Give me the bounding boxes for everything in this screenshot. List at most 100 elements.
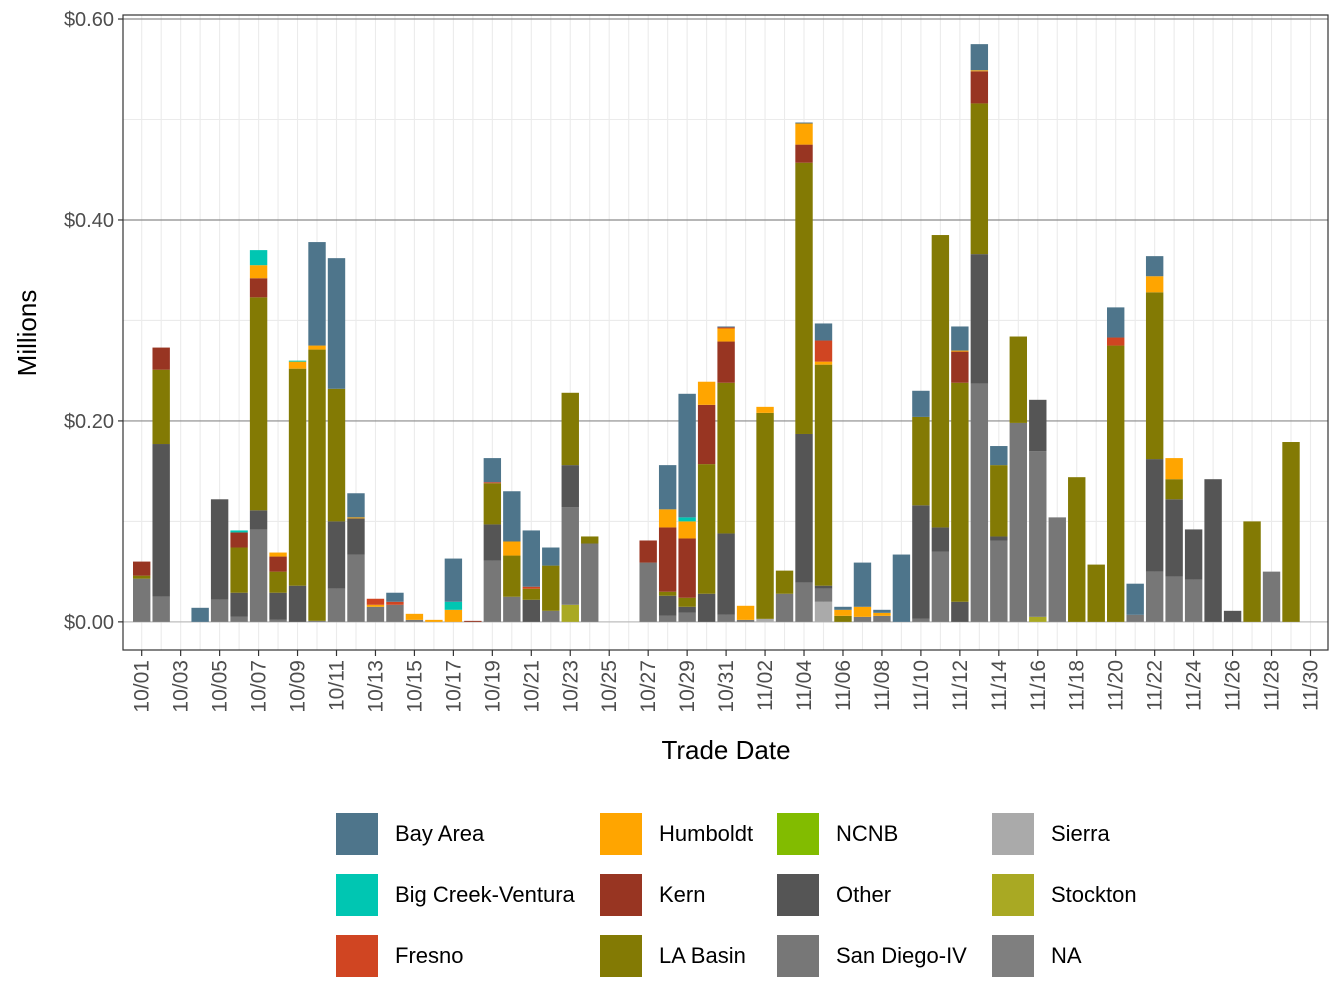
legend-label: Sierra (1051, 821, 1110, 846)
bar-10-18 (464, 620, 482, 622)
bar-segment-san-diego-iv (542, 610, 560, 622)
legend-item-other: Other (777, 874, 891, 916)
bar-11-22 (1145, 256, 1164, 622)
bar-segment-la-basin (133, 575, 151, 579)
bar-segment-san-diego-iv (853, 616, 872, 622)
bar-10-21 (522, 530, 540, 622)
bar-segment-kern (269, 556, 287, 572)
bar-segment-kern (133, 561, 151, 576)
legend-item-san-diego-iv: San Diego-IV (777, 935, 967, 977)
bar-11-26 (1223, 610, 1242, 622)
bar-segment-kern (678, 538, 696, 598)
bar-segment-other (1145, 459, 1164, 572)
bar-segment-la-basin (1243, 521, 1261, 622)
x-tick-label: 11/24 (1183, 660, 1206, 711)
x-tick-label: 11/10 (910, 660, 933, 711)
bar-segment-stockton (561, 604, 579, 622)
legend-item-ncnb: NCNB (777, 813, 898, 855)
bar-11-14 (990, 446, 1008, 622)
bars (133, 44, 1300, 622)
bar-segment-san-diego-iv (269, 619, 287, 622)
bar-segment-humboldt (814, 361, 833, 365)
bar-segment-kern (639, 540, 657, 563)
bar-segment-bay-area (990, 446, 1008, 466)
bar-segment-san-diego-iv (639, 562, 657, 622)
bar-segment-bay-area (191, 607, 209, 622)
bar-segment-big-creek-ventura (678, 517, 696, 522)
bar-10-11 (327, 258, 346, 622)
bar-segment-san-diego-iv (658, 615, 677, 622)
bar-segment-bay-area (386, 592, 404, 602)
legend-item-bay-area: Bay Area (336, 813, 484, 855)
bar-segment-san-diego-iv (581, 543, 599, 622)
legend-label: LA Basin (659, 943, 746, 968)
bar-10-27 (639, 540, 657, 622)
x-tick-label: 10/19 (481, 660, 504, 713)
bar-segment-humboldt (288, 361, 307, 369)
legend-swatch (336, 935, 378, 977)
bar-segment-other (249, 510, 268, 530)
x-tick-label: 10/09 (287, 660, 310, 713)
bar-11-11 (931, 235, 950, 622)
legend-swatch (992, 874, 1034, 916)
legend-label: Kern (659, 882, 706, 907)
y-tick-label: $0.40 (64, 210, 114, 232)
x-tick-label: 10/01 (131, 660, 154, 713)
legend-label: NA (1051, 943, 1082, 968)
bar-segment-humboldt (951, 350, 969, 352)
bar-segment-la-basin (717, 382, 735, 534)
bar-11-04 (795, 122, 813, 622)
bar-segment-la-basin (483, 483, 502, 525)
bar-segment-la-basin (795, 162, 813, 434)
bar-segment-big-creek-ventura (249, 250, 268, 266)
x-tick-label: 11/14 (988, 660, 1011, 711)
bar-segment-kern (970, 71, 989, 104)
bar-segment-bay-area (853, 562, 872, 607)
bar-segment-san-diego-iv (931, 551, 950, 622)
bar-segment-humboldt (658, 509, 677, 528)
bar-segment-kern (795, 144, 813, 163)
bar-segment-humboldt (717, 328, 735, 342)
bar-11-29 (1282, 442, 1300, 622)
legend-item-na: NA (992, 935, 1082, 977)
bar-segment-kern (230, 532, 248, 548)
bar-segment-bay-area (678, 393, 696, 518)
x-tick-label: 11/18 (1066, 660, 1089, 711)
bar-segment-la-basin (288, 368, 307, 586)
bar-segment-san-diego-iv (327, 588, 346, 622)
bar-segment-fresno (814, 340, 833, 362)
bar-segment-big-creek-ventura (230, 530, 248, 533)
bar-segment-san-diego-iv (1145, 571, 1164, 622)
bar-segment-la-basin (912, 416, 930, 506)
bar-segment-la-basin (542, 565, 560, 611)
bar-segment-big-creek-ventura (288, 360, 307, 362)
bar-segment-other (210, 499, 229, 600)
bar-segment-bay-area (308, 242, 326, 346)
y-tick-label: $0.20 (64, 411, 114, 433)
bar-segment-la-basin (678, 597, 696, 607)
bar-segment-bay-area (658, 465, 677, 510)
x-tick-label: 11/12 (949, 660, 972, 711)
bar-segment-humboldt (1145, 276, 1164, 293)
bar-segment-other (697, 593, 716, 622)
stacked-bar-chart: $0.00$0.20$0.40$0.60 10/01 10/03 10/05 10/0… (12, 9, 1329, 765)
bar-10-15 (405, 613, 424, 622)
bar-segment-la-basin (1145, 292, 1164, 460)
bar-segment-la-basin (327, 388, 346, 522)
bar-segment-other (1165, 499, 1183, 577)
bar-11-13 (970, 44, 989, 622)
x-tick-label: 11/02 (754, 660, 777, 711)
bar-segment-bay-area (795, 122, 813, 124)
x-tick-label: 11/30 (1300, 660, 1323, 711)
bar-segment-humboldt (425, 619, 443, 622)
bar-segment-other (1223, 610, 1242, 622)
bar-segment-other (795, 433, 813, 583)
bar-segment-la-basin (1165, 479, 1183, 500)
bar-segment-san-diego-iv (405, 619, 424, 622)
bar-10-19 (483, 458, 502, 622)
bar-10-20 (503, 491, 521, 622)
x-tick-label: 11/20 (1105, 660, 1128, 711)
legend-item-humboldt: Humboldt (600, 813, 753, 855)
bar-10-23 (561, 392, 579, 622)
x-tick-label: 10/11 (326, 660, 349, 711)
